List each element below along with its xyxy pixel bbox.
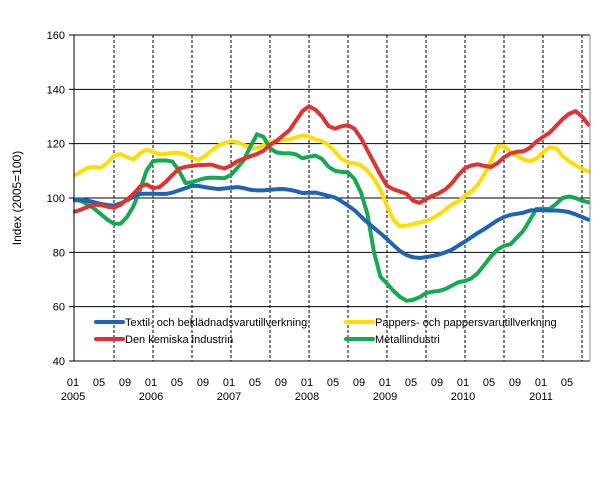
legend-label: Den kemiska industrin [125, 334, 233, 346]
x-year-label: 2005 [61, 391, 85, 403]
x-tick-label: 09 [509, 377, 521, 389]
x-year-label: 2008 [295, 391, 319, 403]
legend-label: Metallindustri [375, 334, 440, 346]
x-year-label: 2007 [217, 391, 241, 403]
x-tick-label: 09 [197, 377, 209, 389]
y-tick-label: 140 [47, 84, 65, 96]
x-tick-label: 05 [93, 377, 105, 389]
y-tick-label: 80 [53, 247, 65, 259]
series-line-2 [73, 104, 591, 214]
x-tick-label: 05 [405, 377, 417, 389]
x-tick-label: 01 [457, 377, 469, 389]
x-tick-label: 01 [145, 377, 157, 389]
x-tick-label: 05 [171, 377, 183, 389]
series-line-3 [73, 132, 591, 303]
series-lines [73, 104, 591, 303]
y-tick-label: 40 [53, 356, 65, 368]
x-tick-label: 09 [275, 377, 287, 389]
legend: Textil- och beklädnadsvarutillverkning Pa… [94, 317, 557, 346]
x-tick-label: 01 [67, 377, 79, 389]
x-tick-label: 01 [535, 377, 547, 389]
x-tick-label: 05 [483, 377, 495, 389]
x-tick-label: 01 [379, 377, 391, 389]
axes: 40 60 80 100 120 140 160 01 05 09 2005 01 05 09 2006 01… [47, 30, 591, 403]
x-year-label: 2011 [529, 391, 553, 403]
x-tick-label: 01 [223, 377, 235, 389]
x-tick-label: 09 [353, 377, 365, 389]
x-tick-label: 05 [249, 377, 261, 389]
legend-label: Pappers- och pappersvarutillverkning [375, 317, 557, 329]
x-tick-label: 05 [327, 377, 339, 389]
x-tick-label: 05 [561, 377, 573, 389]
x-year-label: 2010 [451, 391, 475, 403]
x-year-label: 2006 [139, 391, 163, 403]
y-tick-label: 60 [53, 302, 65, 314]
series-line-1 [73, 133, 591, 229]
x-tick-label: 09 [431, 377, 443, 389]
series-line-0 [73, 183, 591, 260]
y-tick-label: 100 [47, 193, 65, 205]
y-tick-label: 120 [47, 139, 65, 151]
y-axis-label: Index (2005=100) [10, 151, 24, 245]
y-tick-label: 160 [47, 30, 65, 42]
x-tick-label: 09 [119, 377, 131, 389]
x-tick-label: 01 [301, 377, 313, 389]
x-year-label: 2009 [373, 391, 397, 403]
legend-label: Textil- och beklädnadsvarutillverkning [125, 317, 307, 329]
